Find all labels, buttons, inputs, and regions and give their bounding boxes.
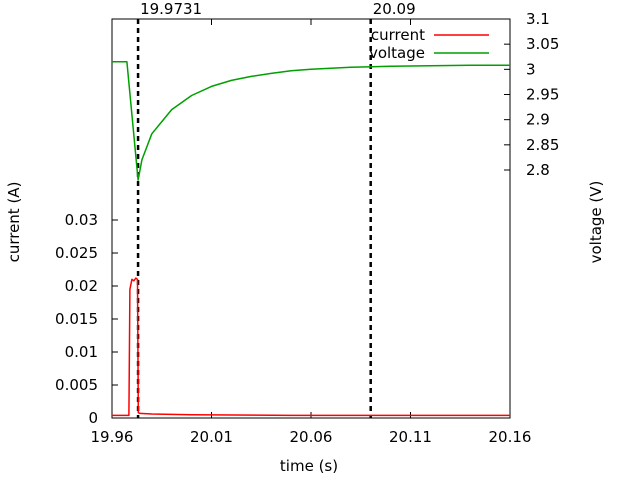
y-axis-label-right: voltage (V) xyxy=(587,181,605,264)
y-tick-label-right: 3.05 xyxy=(526,35,559,53)
marker-label: 19.9731 xyxy=(140,0,202,18)
x-tick-label: 20.01 xyxy=(190,428,233,446)
series-current xyxy=(112,277,510,417)
plot-frame xyxy=(111,18,511,419)
x-tick-label: 20.16 xyxy=(489,428,532,446)
y-tick-label-right: 2.95 xyxy=(526,86,559,104)
x-tick-label: 20.11 xyxy=(389,428,432,446)
x-tick-label: 19.96 xyxy=(91,428,134,446)
y-tick-label-left: 0.03 xyxy=(65,211,98,229)
y-tick-label-right: 3 xyxy=(526,60,536,78)
y-axis-label-left: current (A) xyxy=(5,182,23,263)
y-tick-label-left: 0.02 xyxy=(65,277,98,295)
y-tick-label-right: 2.8 xyxy=(526,161,550,179)
y-tick-label-left: 0.005 xyxy=(55,376,98,394)
y-tick-label-right: 2.9 xyxy=(526,111,550,129)
x-axis-label: time (s) xyxy=(280,457,338,475)
legend-label: current xyxy=(371,26,425,44)
marker-label: 20.09 xyxy=(373,0,416,18)
y-tick-label-left: 0.015 xyxy=(55,310,98,328)
series-voltage xyxy=(112,61,510,181)
legend-label: voltage xyxy=(369,44,425,62)
y-tick-label-right: 2.85 xyxy=(526,136,559,154)
y-tick-label-left: 0.025 xyxy=(55,244,98,262)
y-tick-label-left: 0 xyxy=(88,409,98,427)
x-tick-label: 20.06 xyxy=(290,428,333,446)
y-tick-label-right: 3.1 xyxy=(526,10,550,28)
y-tick-label-left: 0.01 xyxy=(65,343,98,361)
